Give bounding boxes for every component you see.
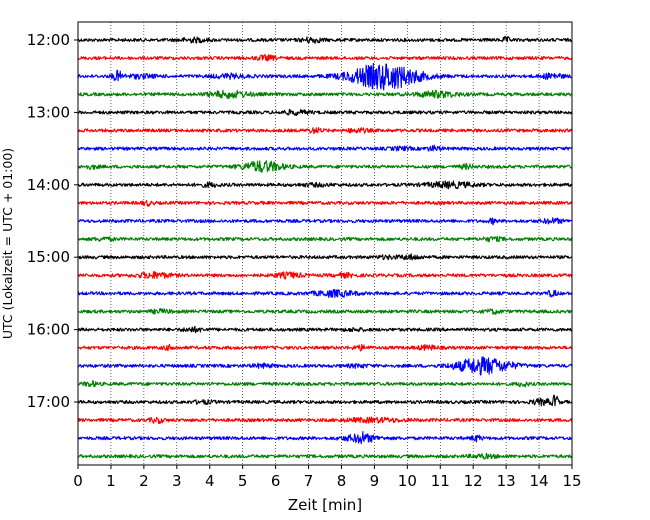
trace-1445: [77, 235, 573, 243]
trace-1615: [77, 343, 573, 352]
trace-1315: [77, 127, 573, 135]
x-tick-label: 1: [106, 472, 116, 490]
y-tick-label: 13:00: [27, 103, 70, 121]
y-tick-label: 14:00: [27, 176, 70, 194]
seismogram-traces: [77, 35, 573, 460]
x-tick-label: 3: [172, 472, 182, 490]
x-tick-label: 13: [497, 472, 516, 490]
trace-1400: [77, 180, 573, 190]
x-tick-label: 2: [139, 472, 149, 490]
trace-1715: [77, 416, 573, 425]
trace-1745: [77, 452, 573, 460]
x-tick-label: 5: [238, 472, 248, 490]
x-tick-label: 12: [464, 472, 483, 490]
trace-1700: [77, 394, 573, 407]
x-axis-ticks: 0 1 2 3 4 5 6 7 8 9 10 11 12 13 14 15: [73, 465, 582, 490]
trace-1245: [77, 89, 573, 100]
y-axis-ticks: 12:00 13:00 14:00 15:00 16:00 17:00: [27, 31, 78, 411]
x-axis-label: Zeit [min]: [288, 496, 362, 514]
trace-1545: [77, 307, 573, 316]
plot-frame: [77, 21, 573, 466]
trace-1330: [77, 144, 573, 152]
trace-1230: [77, 62, 573, 91]
trace-1300: [77, 108, 573, 116]
trace-1630: [77, 356, 573, 376]
x-tick-label: 7: [304, 472, 314, 490]
trace-1500: [77, 253, 573, 261]
x-tick-label: 10: [398, 472, 417, 490]
trace-1600: [77, 325, 573, 334]
grid-lines: [77, 22, 573, 465]
trace-1530: [77, 288, 573, 299]
x-tick-label: 14: [530, 472, 549, 490]
x-tick-label: 9: [370, 472, 380, 490]
x-tick-label: 0: [73, 472, 83, 490]
trace-1730: [77, 431, 573, 445]
trace-1215: [77, 54, 573, 62]
trace-1515: [77, 271, 573, 280]
trace-1345: [77, 160, 573, 173]
trace-1415: [77, 199, 573, 207]
trace-1430: [77, 217, 573, 226]
y-tick-label: 16:00: [27, 321, 70, 339]
x-tick-label: 6: [271, 472, 281, 490]
x-tick-label: 4: [205, 472, 215, 490]
y-axis-label: UTC (Lokalzeit = UTC + 01:00): [0, 148, 15, 339]
y-tick-label: 17:00: [27, 393, 70, 411]
trace-1645: [77, 380, 573, 388]
y-tick-label: 15:00: [27, 248, 70, 266]
x-tick-label: 8: [337, 472, 347, 490]
trace-1200: [77, 35, 573, 44]
y-tick-label: 12:00: [27, 31, 70, 49]
x-tick-label: 15: [562, 472, 581, 490]
x-tick-label: 11: [431, 472, 450, 490]
